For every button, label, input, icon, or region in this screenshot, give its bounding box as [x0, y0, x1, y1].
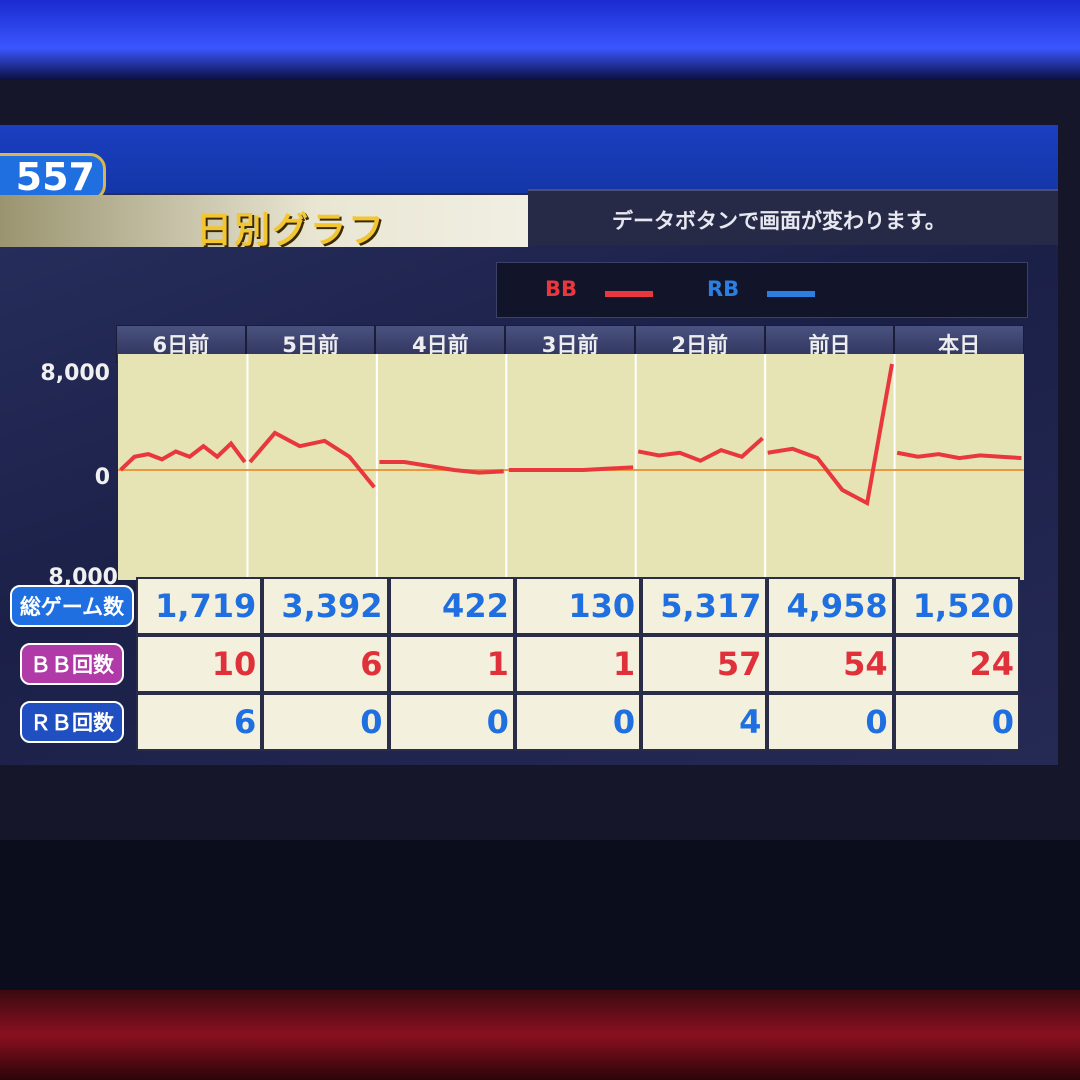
header-bar — [0, 125, 1058, 193]
series-line-day-1 — [248, 430, 376, 489]
legend-bb-label: BB — [545, 277, 578, 301]
table-cell: 0 — [893, 693, 1020, 751]
table-cell: 4 — [641, 693, 768, 751]
table-cell: 0 — [388, 693, 515, 751]
table-row: ＲＢ回数 6 0 0 0 4 0 0 — [8, 693, 1020, 751]
legend-rb-label: RB — [707, 277, 740, 301]
series-line-day-6 — [896, 450, 1022, 461]
hint-message: データボタンで画面が変わります。 — [612, 209, 946, 233]
page-title: 日別グラフ — [196, 210, 387, 251]
series-line-day-0 — [119, 440, 247, 472]
table-cell: 1,520 — [893, 577, 1020, 635]
row-label-cell: 総ゲーム数 — [8, 577, 136, 635]
table-cell: 4,958 — [767, 577, 894, 635]
legend-bb-swatch — [605, 291, 653, 297]
row-label-cell: ＢＢ回数 — [8, 635, 136, 693]
cabinet-bottom-light — [0, 990, 1080, 1080]
cabinet-top-light — [0, 0, 1080, 80]
series-line-day-4 — [637, 436, 764, 463]
table-cell: 1 — [514, 635, 642, 693]
machine-number: 557 — [0, 153, 106, 201]
series-line-day-3 — [508, 465, 634, 472]
chart-legend: BB RB — [496, 262, 1028, 318]
table-cell: 6 — [262, 635, 389, 693]
message-bar: データボタンで画面が変わります。 — [528, 189, 1058, 245]
table-cell: 0 — [514, 693, 642, 751]
table-cell: 10 — [136, 635, 263, 693]
row-label: ＢＢ回数 — [20, 643, 124, 685]
y-tick-zero: 0 — [94, 465, 110, 490]
row-label-cell: ＲＢ回数 — [8, 693, 136, 751]
table-cell: 3,392 — [262, 577, 389, 635]
table-cell: 24 — [893, 635, 1020, 693]
table-cell: 0 — [767, 693, 894, 751]
table-cell: 422 — [388, 577, 515, 635]
data-screen: 557 日別グラフ データボタンで画面が変わります。 BB RB 6日前 5日前… — [0, 125, 1058, 765]
legend-rb-swatch — [767, 291, 815, 297]
row-label: 総ゲーム数 — [9, 585, 135, 627]
table-cell: 6 — [136, 693, 263, 751]
difference-chart — [118, 354, 1024, 580]
title-bar: 日別グラフ — [0, 195, 528, 251]
table-cell: 0 — [262, 693, 389, 751]
table-cell: 1,719 — [136, 577, 263, 635]
table-row: ＢＢ回数 10 6 1 1 57 54 24 — [8, 635, 1020, 693]
y-tick-top: 8,000 — [40, 361, 110, 386]
day-label: 前日 — [764, 325, 895, 363]
table-row: 総ゲーム数 1,719 3,392 422 130 5,317 4,958 1,520 — [8, 577, 1020, 635]
table-cell: 57 — [641, 635, 768, 693]
series-line-day-5 — [767, 363, 894, 507]
series-line-day-2 — [379, 460, 504, 475]
table-cell: 5,317 — [641, 577, 768, 635]
row-label: ＲＢ回数 — [20, 701, 124, 743]
table-cell: 1 — [388, 635, 515, 693]
table-cell: 54 — [767, 635, 894, 693]
table-cell: 130 — [514, 577, 642, 635]
stats-table: 総ゲーム数 1,719 3,392 422 130 5,317 4,958 1,520 ＢＢ回数… — [8, 577, 1020, 751]
